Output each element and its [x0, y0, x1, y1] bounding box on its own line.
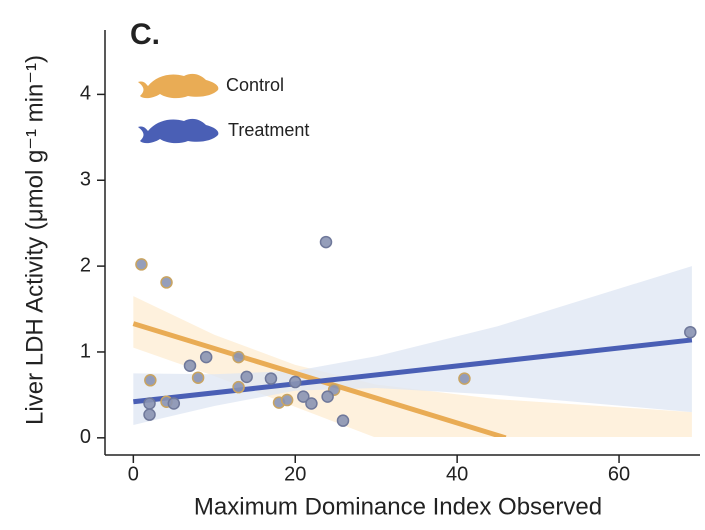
data-point	[319, 235, 333, 249]
x-tick-label: 20	[284, 463, 306, 485]
y-tick-label: 2	[80, 254, 91, 276]
data-point	[143, 397, 156, 410]
panel-label: C.	[130, 18, 160, 51]
x-tick-label: 0	[128, 463, 139, 485]
data-point	[321, 390, 334, 403]
data-point	[264, 372, 278, 385]
legend-label: Control	[226, 75, 284, 95]
data-point	[167, 397, 181, 410]
x-tick-label: 40	[446, 463, 468, 485]
x-tick-label: 60	[608, 463, 630, 485]
data-point	[458, 372, 471, 385]
y-tick-label: 0	[80, 426, 91, 448]
data-point	[191, 371, 205, 384]
x-axis-label: Maximum Dominance Index Observed	[194, 493, 602, 520]
data-point	[280, 393, 294, 407]
legend-icon	[138, 118, 219, 144]
data-point	[297, 390, 310, 403]
data-point	[135, 258, 148, 271]
data-point	[144, 374, 157, 387]
data-point	[240, 370, 253, 384]
y-tick-label: 4	[80, 83, 91, 105]
data-point	[684, 325, 697, 339]
fit-lines	[132, 321, 693, 437]
y-tick-label: 1	[80, 340, 91, 362]
legend-label: Treatment	[228, 120, 309, 140]
data-point	[160, 276, 173, 289]
data-point	[183, 359, 197, 372]
data-point	[305, 397, 318, 410]
legend-icon	[138, 73, 219, 99]
y-axis-label: Liver LDH Activity (μmol g⁻¹ min⁻¹)	[21, 55, 48, 425]
data-point	[143, 408, 156, 421]
data-point	[232, 380, 245, 394]
data-point	[288, 375, 302, 389]
data-point	[199, 350, 213, 364]
points	[135, 235, 697, 427]
data-point	[336, 414, 350, 427]
fit-line	[133, 337, 693, 405]
bands	[133, 266, 692, 437]
data-point	[232, 350, 245, 364]
y-tick-label: 3	[80, 169, 91, 191]
